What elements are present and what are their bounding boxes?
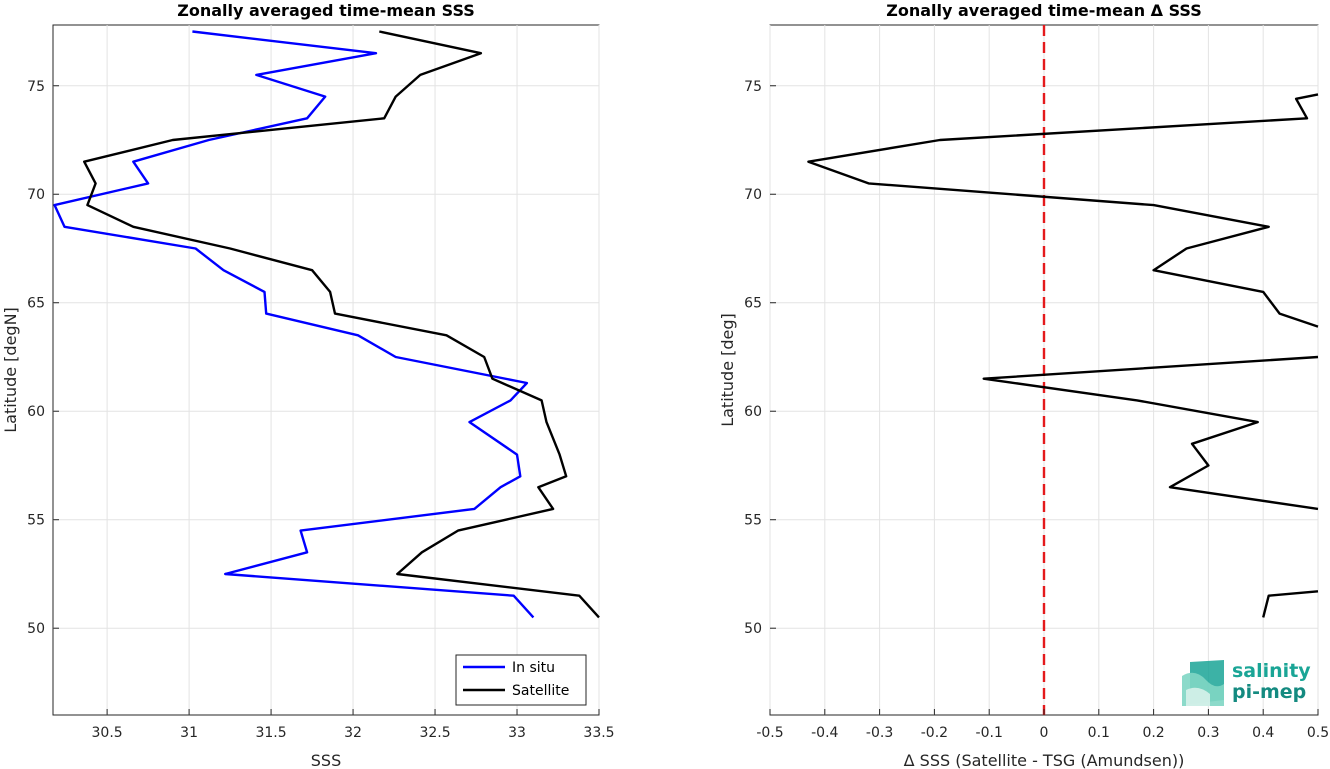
x-tick-label: 30.5 xyxy=(92,725,123,741)
delta-y-axis-label: Latitude [deg] xyxy=(718,313,737,427)
logo-text-pi-mep: pi-mep xyxy=(1232,681,1306,703)
x-tick-label: 31.5 xyxy=(255,725,286,741)
series-line-1 xyxy=(807,93,1319,328)
y-tick-label: 75 xyxy=(744,79,762,95)
x-tick-label: 31 xyxy=(180,725,198,741)
y-tick-label: 75 xyxy=(27,79,45,95)
y-tick-label: 65 xyxy=(27,296,45,312)
x-tick-label: 33.5 xyxy=(583,725,614,741)
delta-x-axis-label: Δ SSS (Satellite - TSG (Amundsen)) xyxy=(904,751,1185,769)
legend-box xyxy=(455,654,587,706)
x-tick-label: 0.4 xyxy=(1252,725,1274,741)
y-tick-label: 65 xyxy=(744,296,762,312)
delta-sss-panel: -0.5 -0.4 -0.3 -0.2 -0.1 0 0.1 0.2 0.3 0.4 0.5 505… xyxy=(718,1,1329,769)
y-tick-label: 70 xyxy=(27,187,45,203)
y-tick-label: 70 xyxy=(744,187,762,203)
y-tick-label: 55 xyxy=(27,513,45,529)
delta-x-ticks: -0.5 -0.4 -0.3 -0.2 -0.1 0 0.1 0.2 0.3 0.4 0.5 xyxy=(756,709,1329,741)
sss-x-ticks: 30.5 31 31.5 32 32.5 33 33.5 xyxy=(92,709,615,741)
legend-label-satellite: Satellite xyxy=(512,683,569,699)
y-tick-label: 50 xyxy=(744,621,762,637)
logo-wave-light-icon xyxy=(1186,687,1210,706)
series-line-in-situ xyxy=(53,30,535,619)
sss-y-axis-label: Latitude [degN] xyxy=(1,307,20,433)
legend: In situ Satellite xyxy=(455,654,587,706)
x-tick-label: -0.5 xyxy=(756,725,783,741)
salinity-pi-mep-logo: salinity pi-mep xyxy=(1182,660,1311,706)
y-tick-label: 50 xyxy=(27,621,45,637)
x-tick-label: 32.5 xyxy=(419,725,450,741)
x-tick-label: -0.3 xyxy=(866,725,893,741)
x-tick-label: 32 xyxy=(344,725,362,741)
x-tick-label: -0.4 xyxy=(811,725,838,741)
delta-chart-title: Zonally averaged time-mean Δ SSS xyxy=(886,1,1202,20)
x-tick-label: -0.2 xyxy=(921,725,948,741)
sss-panel: 30.5 31 31.5 32 32.5 33 33.5 50 55 60 65 70 75 Zona… xyxy=(1,1,615,769)
logo-text-salinity: salinity xyxy=(1232,660,1311,682)
legend-label-in-situ: In situ xyxy=(512,660,555,676)
x-tick-label: -0.1 xyxy=(976,725,1003,741)
x-tick-label: 0.1 xyxy=(1088,725,1110,741)
y-tick-label: 55 xyxy=(744,513,762,529)
y-tick-label: 60 xyxy=(27,404,45,420)
sss-series-lines xyxy=(53,30,600,619)
delta-y-ticks: 50 55 60 65 70 75 xyxy=(744,79,776,637)
series-line-2 xyxy=(982,355,1319,511)
delta-series-lines xyxy=(807,93,1319,618)
sss-axes-box xyxy=(52,24,600,716)
x-tick-label: 33 xyxy=(508,725,526,741)
x-tick-label: 0 xyxy=(1040,725,1049,741)
sss-chart-title: Zonally averaged time-mean SSS xyxy=(177,1,475,20)
x-tick-label: 0.5 xyxy=(1307,725,1329,741)
x-tick-label: 0.3 xyxy=(1197,725,1219,741)
series-line-3 xyxy=(1262,590,1319,618)
sss-x-axis-label: SSS xyxy=(311,751,341,769)
y-tick-label: 60 xyxy=(744,404,762,420)
series-line-satellite xyxy=(82,30,600,619)
x-tick-label: 0.2 xyxy=(1142,725,1164,741)
sss-y-ticks: 50 55 60 65 70 75 xyxy=(27,79,59,637)
